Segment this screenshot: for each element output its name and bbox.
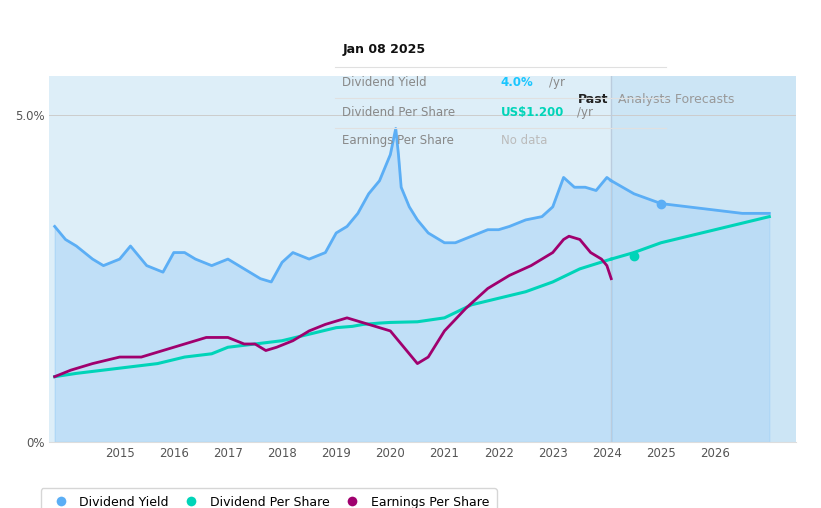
Text: /yr: /yr <box>549 76 565 89</box>
Text: Analysts Forecasts: Analysts Forecasts <box>617 92 734 106</box>
Text: Dividend Yield: Dividend Yield <box>342 76 427 89</box>
Text: 4.0%: 4.0% <box>501 76 534 89</box>
Legend: Dividend Yield, Dividend Per Share, Earnings Per Share: Dividend Yield, Dividend Per Share, Earn… <box>40 488 497 508</box>
Text: Past: Past <box>578 92 608 106</box>
Text: /yr: /yr <box>576 106 593 119</box>
Text: Jan 08 2025: Jan 08 2025 <box>342 43 425 56</box>
Bar <box>49 76 611 442</box>
Bar <box>611 76 796 442</box>
Text: No data: No data <box>501 134 547 147</box>
Text: Dividend Per Share: Dividend Per Share <box>342 106 456 119</box>
Text: US$1.200: US$1.200 <box>501 106 564 119</box>
Text: Earnings Per Share: Earnings Per Share <box>342 134 454 147</box>
